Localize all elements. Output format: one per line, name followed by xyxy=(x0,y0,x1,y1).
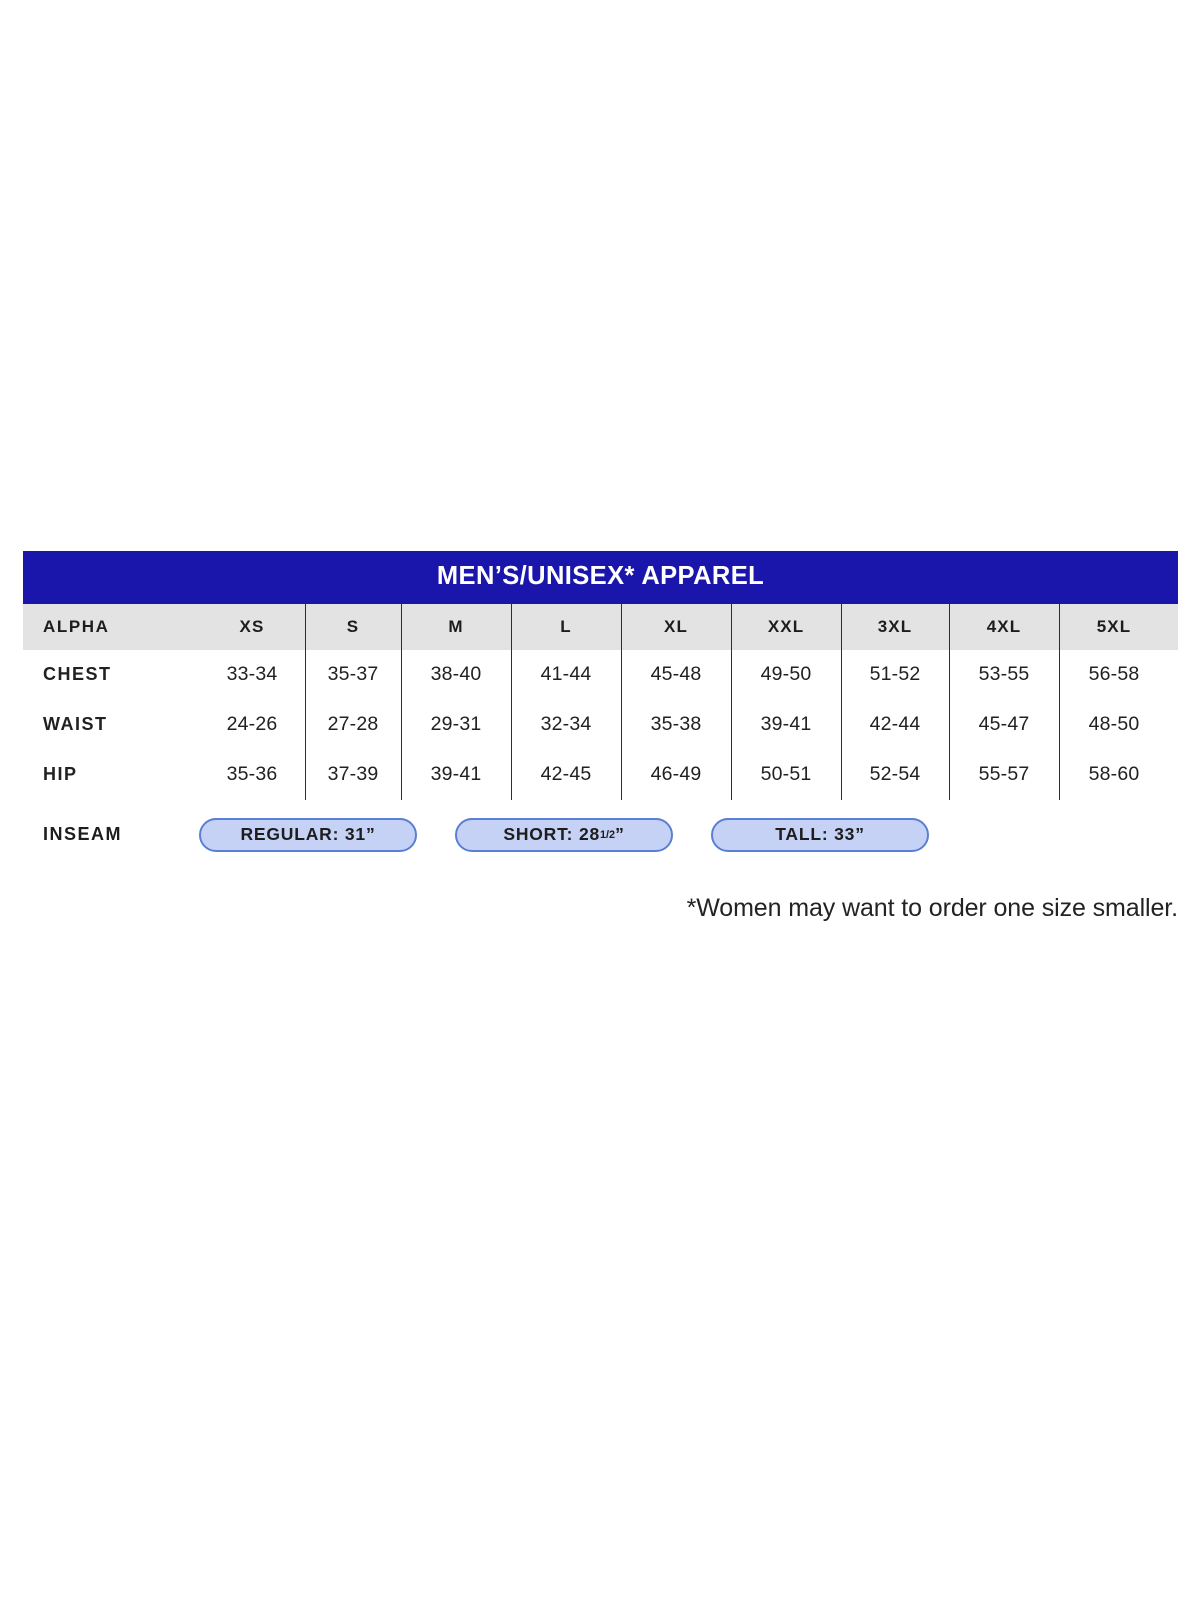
column-header-s: S xyxy=(305,604,401,650)
cell-chest-m: 38-40 xyxy=(401,650,511,700)
inseam-row: INSEAM REGULAR: 31” SHORT: 28 1/2” TALL: … xyxy=(23,800,1178,866)
inseam-option-tall[interactable]: TALL: 33” xyxy=(711,817,929,852)
cell-hip-s: 37-39 xyxy=(305,750,401,800)
inseam-option-regular-label: REGULAR: 31” xyxy=(240,824,376,844)
table-row: WAIST 24-26 27-28 29-31 32-34 35-38 39-4… xyxy=(23,700,1178,750)
row-label-chest: CHEST xyxy=(43,664,112,684)
cell-hip-m: 39-41 xyxy=(401,750,511,800)
size-chart: MEN’S/UNISEX* APPAREL ALPHA XS S M L XL … xyxy=(23,551,1178,866)
inseam-option-tall-label: TALL: 33” xyxy=(775,824,865,844)
cell-hip-5xl: 58-60 xyxy=(1059,750,1169,800)
inseam-option-short-fraction: 1/2 xyxy=(600,828,616,841)
cell-hip-l: 42-45 xyxy=(511,750,621,800)
cell-chest-xxl: 49-50 xyxy=(731,650,841,700)
cell-waist-3xl: 42-44 xyxy=(841,700,949,750)
cell-chest-l: 41-44 xyxy=(511,650,621,700)
cell-chest-3xl: 51-52 xyxy=(841,650,949,700)
cell-waist-s: 27-28 xyxy=(305,700,401,750)
cell-chest-4xl: 53-55 xyxy=(949,650,1059,700)
table-row: HIP 35-36 37-39 39-41 42-45 46-49 50-51 … xyxy=(23,750,1178,800)
row-label-waist: WAIST xyxy=(43,714,108,734)
column-header-3xl: 3XL xyxy=(841,604,949,650)
footnote: *Women may want to order one size smalle… xyxy=(686,894,1178,922)
cell-hip-3xl: 52-54 xyxy=(841,750,949,800)
cell-chest-xl: 45-48 xyxy=(621,650,731,700)
cell-chest-xs: 33-34 xyxy=(226,663,278,685)
cell-hip-4xl: 55-57 xyxy=(949,750,1059,800)
table-row: CHEST 33-34 35-37 38-40 41-44 45-48 49-5… xyxy=(23,650,1178,700)
column-header-xs: XS xyxy=(239,616,265,636)
column-header-4xl: 4XL xyxy=(949,604,1059,650)
cell-waist-5xl: 48-50 xyxy=(1059,700,1169,750)
cell-waist-xl: 35-38 xyxy=(621,700,731,750)
chart-title: MEN’S/UNISEX* APPAREL xyxy=(23,551,1178,604)
column-header-l: L xyxy=(511,604,621,650)
cell-waist-l: 32-34 xyxy=(511,700,621,750)
inseam-options: REGULAR: 31” SHORT: 28 1/2” TALL: 33” xyxy=(199,817,929,852)
inseam-option-short[interactable]: SHORT: 28 1/2” xyxy=(455,817,673,852)
column-header-5xl: 5XL xyxy=(1059,604,1169,650)
inseam-option-short-suffix: ” xyxy=(615,824,625,844)
cell-waist-xxl: 39-41 xyxy=(731,700,841,750)
table-header-row: ALPHA XS S M L XL XXL 3XL 4XL 5XL xyxy=(23,603,1178,650)
cell-hip-xs: 35-36 xyxy=(226,763,278,785)
cell-chest-s: 35-37 xyxy=(305,650,401,700)
cell-hip-xxl: 50-51 xyxy=(731,750,841,800)
cell-chest-5xl: 56-58 xyxy=(1059,650,1169,700)
cell-waist-4xl: 45-47 xyxy=(949,700,1059,750)
row-label-inseam: INSEAM xyxy=(43,824,123,844)
inseam-option-regular[interactable]: REGULAR: 31” xyxy=(199,817,417,852)
column-header-xxl: XXL xyxy=(731,604,841,650)
cell-hip-xl: 46-49 xyxy=(621,750,731,800)
column-header-alpha: ALPHA xyxy=(43,616,110,636)
cell-waist-xs: 24-26 xyxy=(226,713,278,735)
column-header-m: M xyxy=(401,604,511,650)
inseam-option-short-prefix: SHORT: 28 xyxy=(503,824,601,844)
cell-waist-m: 29-31 xyxy=(401,700,511,750)
column-header-xl: XL xyxy=(621,604,731,650)
row-label-hip: HIP xyxy=(43,764,78,784)
